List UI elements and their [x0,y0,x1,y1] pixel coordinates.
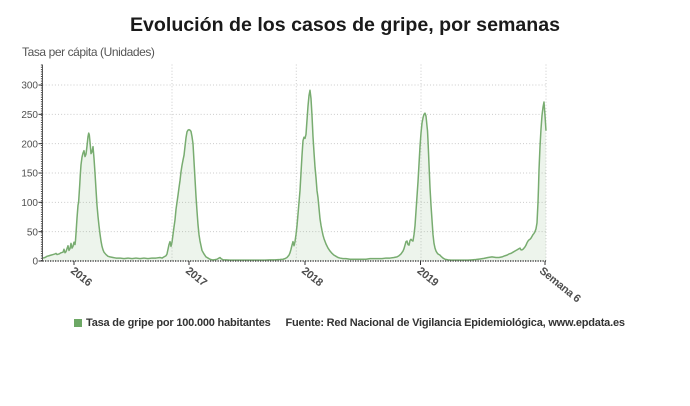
svg-text:100: 100 [21,198,38,209]
svg-text:300: 300 [21,81,38,92]
svg-text:2016: 2016 [68,265,94,289]
svg-text:150: 150 [21,169,38,180]
svg-text:250: 250 [21,110,38,121]
svg-text:2018: 2018 [299,265,325,289]
svg-text:2019: 2019 [415,265,441,289]
svg-text:200: 200 [21,139,38,150]
svg-text:50: 50 [27,227,39,238]
svg-text:0: 0 [32,257,38,268]
svg-text:2017: 2017 [183,265,209,289]
svg-text:Semana 6: Semana 6 [537,265,583,305]
